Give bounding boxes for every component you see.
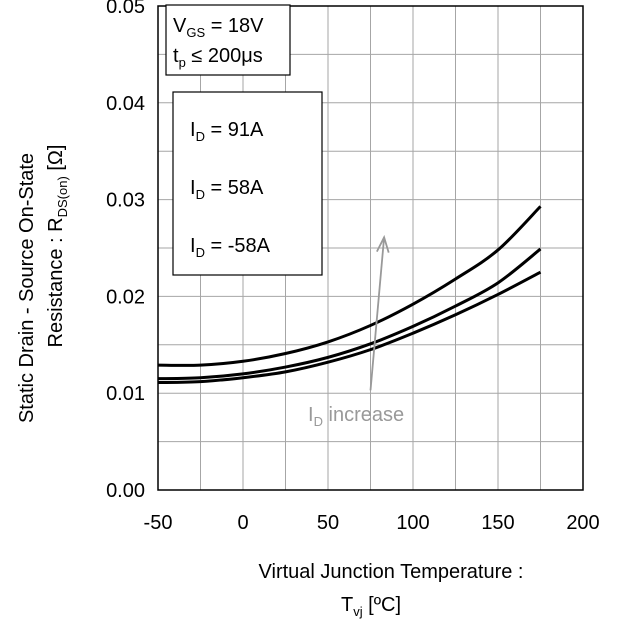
conditions-vgs-main: V [173, 15, 187, 37]
ticks: -50 0 50 100 150 200 0.00 0.01 0.02 0.03 0.04 0.05 [106, 0, 600, 534]
series-id-58a [157, 247, 542, 381]
y-axis-title-line1-group: Static Drain - Source On-State [16, 153, 38, 423]
y-tick-label: 0.05 [106, 0, 145, 18]
legend-entry-91a-sub: D [196, 129, 205, 144]
y-axis-title-line2: Resistance : RDS(on) [Ω] [45, 145, 70, 348]
legend-entry-58a-rest: = 58A [205, 177, 264, 199]
y-tick-label: 0.01 [106, 383, 145, 405]
arrow-label-rest: increase [323, 404, 404, 426]
id-increase-annotation: ID increase [308, 234, 404, 429]
legend-entry-58a-main: I [190, 177, 196, 199]
arrow-line [369, 237, 385, 391]
conditions-tp: tp ≤ 200μs [173, 45, 263, 70]
legend-entry-91a: ID = 91A [190, 119, 264, 144]
y-axis-title-main: Resistance : R [45, 217, 67, 347]
series-id-91a [157, 205, 542, 367]
y-tick-label: 0.03 [106, 190, 145, 212]
y-axis-title-sub: DS(on) [55, 176, 70, 217]
x-axis-title-main: T [341, 594, 353, 616]
conditions-box: VGS = 18V tp ≤ 200μs [165, 4, 291, 76]
legend-entry-91a-rest: = 91A [205, 119, 264, 141]
arrow-label-main: I [308, 404, 314, 426]
series-group [157, 205, 542, 385]
legend-entry-neg58a-rest: = -58A [205, 235, 271, 257]
conditions-tp-sub: p [179, 55, 186, 70]
conditions-tp-rest: ≤ 200μs [186, 45, 263, 67]
y-tick-label: 0.00 [106, 480, 145, 502]
grid [158, 6, 583, 490]
arrow-label: ID increase [308, 404, 404, 429]
x-tick-label: 0 [237, 512, 248, 534]
y-axis-title-line2-group: Resistance : RDS(on) [Ω] [45, 145, 70, 348]
legend-box: ID = 91A ID = 58A ID = -58A [172, 91, 323, 276]
x-tick-label: 200 [566, 512, 599, 534]
x-axis-title-line1: Virtual Junction Temperature : [259, 561, 524, 583]
plot-frame [157, 5, 584, 491]
y-tick-label: 0.04 [106, 93, 145, 115]
conditions-tp-main: t [173, 45, 179, 67]
legend-box-frame [172, 91, 323, 276]
legend-entry-91a-main: I [190, 119, 196, 141]
arrow-head [376, 234, 390, 253]
conditions-vgs: VGS = 18V [173, 15, 264, 40]
y-axis-title-unit: [Ω] [45, 145, 67, 177]
x-axis-title-unit: [ºC] [363, 594, 401, 616]
x-tick-label: 50 [317, 512, 339, 534]
arrow-label-sub: D [314, 414, 323, 429]
legend-entry-neg58a-sub: D [196, 245, 205, 260]
legend-entry-neg58a-main: I [190, 235, 196, 257]
legend-entry-58a: ID = 58A [190, 177, 264, 202]
series-id-neg58a [157, 270, 542, 385]
conditions-vgs-rest: = 18V [205, 15, 264, 37]
x-tick-label: 150 [481, 512, 514, 534]
conditions-box-frame [165, 4, 291, 76]
legend-entry-neg58a: ID = -58A [190, 235, 271, 260]
legend-entry-58a-sub: D [196, 187, 205, 202]
y-axis-title-line1: Static Drain - Source On-State [16, 153, 38, 423]
x-tick-label: 100 [396, 512, 429, 534]
y-tick-label: 0.02 [106, 286, 145, 308]
x-axis-title-sub: vj [353, 604, 363, 619]
x-tick-label: -50 [144, 512, 173, 534]
conditions-vgs-sub: GS [186, 25, 205, 40]
x-axis-title-line2: Tvj [ºC] [341, 594, 401, 619]
